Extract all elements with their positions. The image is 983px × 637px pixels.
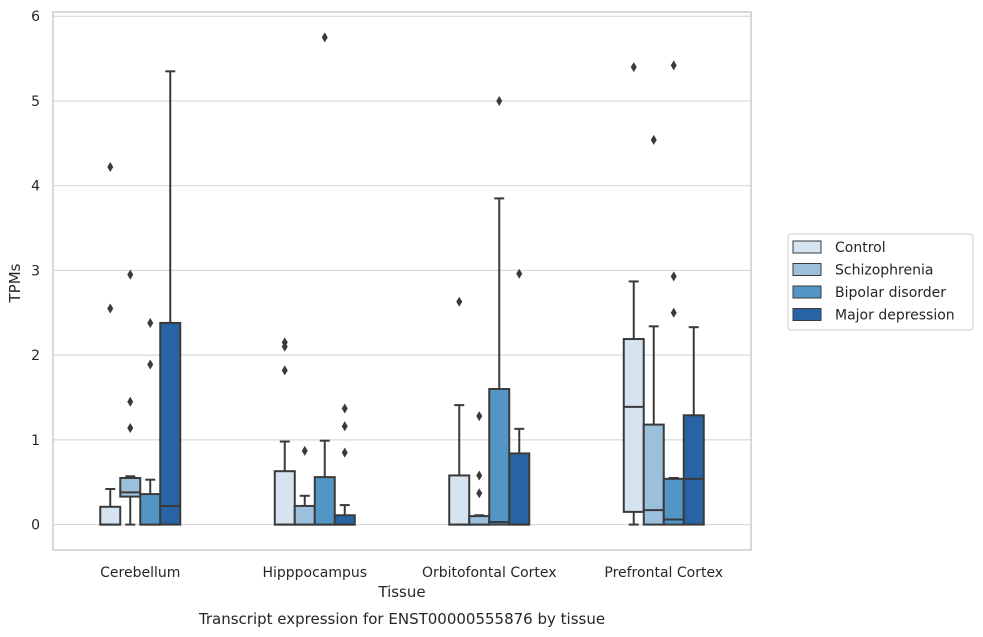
box-control bbox=[99, 162, 122, 526]
box-body bbox=[488, 388, 511, 526]
outlier-point bbox=[147, 359, 154, 370]
box-body bbox=[313, 476, 336, 526]
outlier-point bbox=[476, 470, 483, 481]
box-body bbox=[682, 414, 705, 526]
outlier-point bbox=[476, 488, 483, 499]
legend-frame bbox=[787, 233, 974, 331]
box-control bbox=[622, 62, 645, 526]
box-schizophrenia bbox=[468, 411, 491, 526]
box-major-depression bbox=[682, 326, 705, 526]
box-schizophrenia bbox=[293, 445, 316, 526]
outlier-point bbox=[127, 396, 134, 407]
box-body bbox=[642, 423, 665, 526]
box-major-depression bbox=[508, 268, 531, 526]
legend-swatch bbox=[792, 285, 822, 299]
outlier-point bbox=[341, 403, 348, 414]
legend-swatch bbox=[792, 240, 822, 254]
box-body bbox=[622, 338, 645, 513]
box-major-depression bbox=[333, 403, 356, 526]
box-body bbox=[273, 470, 296, 526]
legend-swatch bbox=[792, 263, 822, 276]
box-body bbox=[662, 477, 685, 526]
outlier-point bbox=[496, 95, 503, 106]
outlier-point bbox=[281, 337, 288, 348]
box-schizophrenia bbox=[119, 269, 142, 526]
y-axis-label: TPMs bbox=[6, 263, 24, 303]
box-body bbox=[159, 321, 182, 526]
y-tick-label: 2 bbox=[31, 348, 40, 364]
plot-frame bbox=[52, 11, 752, 551]
outlier-point bbox=[476, 411, 483, 422]
legend-swatch bbox=[792, 308, 822, 321]
outlier-point bbox=[630, 62, 637, 73]
y-tick-label: 1 bbox=[31, 433, 40, 449]
box-bipolar-disorder bbox=[313, 32, 336, 526]
outlier-point bbox=[341, 447, 348, 458]
y-tick-label: 4 bbox=[31, 179, 40, 195]
box-major-depression bbox=[159, 70, 182, 526]
x-tick-label: Hipppocampus bbox=[262, 565, 367, 581]
outlier-point bbox=[670, 307, 677, 318]
legend: Control Schizophrenia Bipolar disorder Majo… bbox=[787, 233, 974, 331]
outlier-point bbox=[127, 269, 134, 280]
outlier-point bbox=[456, 296, 463, 307]
x-axis-label: Tissue bbox=[377, 583, 425, 601]
legend-label: Major depression bbox=[835, 308, 955, 324]
x-tick-label: Cerebellum bbox=[100, 565, 180, 581]
outlier-point bbox=[107, 303, 114, 314]
outlier-point bbox=[670, 271, 677, 282]
x-tick-label: Orbitofontal Cortex bbox=[422, 565, 557, 581]
outlier-point bbox=[670, 60, 677, 71]
outlier-point bbox=[281, 365, 288, 376]
outlier-point bbox=[650, 134, 657, 145]
chart-caption: Transcript expression for ENST0000055587… bbox=[198, 610, 605, 628]
outlier-point bbox=[321, 32, 328, 43]
box-body bbox=[293, 504, 316, 526]
box-body bbox=[139, 493, 162, 526]
outlier-point bbox=[147, 317, 154, 328]
x-tick-labels: Cerebellum Hipppocampus Orbitofontal Corte… bbox=[100, 565, 723, 581]
box-body bbox=[448, 474, 471, 526]
legend-label: Control bbox=[835, 240, 886, 256]
y-tick-label: 5 bbox=[31, 94, 40, 110]
box-control bbox=[448, 296, 471, 526]
outlier-point bbox=[516, 268, 523, 279]
y-tick-labels: 0 1 2 3 4 5 6 bbox=[31, 9, 40, 533]
box-body bbox=[119, 476, 142, 498]
outlier-point bbox=[301, 445, 308, 456]
outlier-point bbox=[341, 421, 348, 432]
box-body bbox=[333, 514, 356, 526]
y-tick-label: 3 bbox=[31, 263, 40, 279]
box-body bbox=[508, 452, 531, 526]
legend-label: Schizophrenia bbox=[835, 263, 933, 279]
box-bipolar-disorder bbox=[662, 60, 685, 526]
outlier-point bbox=[107, 162, 114, 173]
box-body bbox=[99, 505, 122, 526]
box-bipolar-disorder bbox=[488, 95, 511, 526]
legend-label: Bipolar disorder bbox=[835, 285, 946, 301]
box-body bbox=[468, 515, 491, 526]
x-tick-label: Prefrontal Cortex bbox=[604, 565, 723, 581]
box-bipolar-disorder bbox=[139, 317, 162, 526]
box-series bbox=[99, 32, 705, 526]
y-tick-label: 6 bbox=[31, 9, 40, 25]
y-tick-label: 0 bbox=[31, 518, 40, 534]
box-control bbox=[273, 337, 296, 526]
box-schizophrenia bbox=[642, 134, 665, 526]
outlier-point bbox=[127, 422, 134, 433]
